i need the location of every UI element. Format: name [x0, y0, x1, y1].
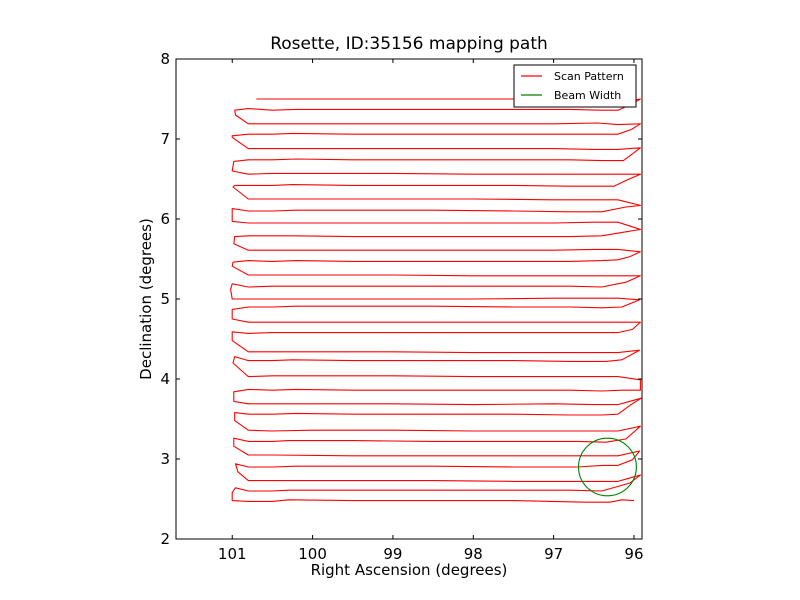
scan-pattern-line — [230, 98, 642, 503]
chart-title: Rosette, ID:35156 mapping path — [270, 34, 548, 54]
axis-ticks: 101 100 99 98 97 96 2 3 4 5 6 7 8 — [160, 50, 643, 563]
x-axis-label: Right Ascension (degrees) — [310, 561, 508, 579]
x-tick-label: 96 — [624, 545, 643, 563]
y-tick-label: 2 — [160, 530, 170, 548]
legend-box — [513, 64, 637, 108]
y-tick-label: 3 — [160, 450, 170, 468]
x-tick-label: 101 — [218, 545, 247, 563]
x-tick-label: 97 — [544, 545, 563, 563]
y-tick-label: 8 — [160, 50, 170, 68]
y-tick-label: 4 — [160, 370, 170, 388]
beam-width-circle — [577, 437, 637, 497]
legend: Scan Pattern Beam Width — [513, 64, 637, 108]
legend-entry-label: Scan Pattern — [554, 70, 624, 83]
y-axis-label: Declination (degrees) — [137, 218, 155, 380]
series-layer — [230, 98, 642, 503]
x-tick-label: 99 — [383, 545, 402, 563]
y-tick-label: 5 — [160, 290, 170, 308]
x-tick-label: 100 — [298, 545, 327, 563]
legend-entry-label: Beam Width — [554, 89, 621, 102]
x-tick-label: 98 — [464, 545, 483, 563]
y-tick-label: 7 — [160, 130, 170, 148]
y-tick-label: 6 — [160, 210, 170, 228]
